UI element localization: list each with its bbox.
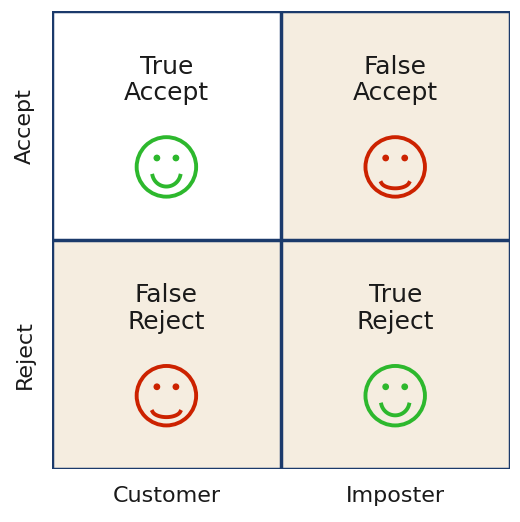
Text: False
Reject: False Reject (127, 283, 205, 334)
Text: Accept: Accept (15, 88, 34, 164)
Circle shape (173, 384, 178, 389)
Text: Reject: Reject (15, 320, 34, 389)
Circle shape (173, 156, 178, 161)
FancyBboxPatch shape (281, 11, 510, 240)
Text: False
Accept: False Accept (353, 54, 438, 105)
Circle shape (402, 384, 407, 389)
Circle shape (154, 384, 160, 389)
FancyBboxPatch shape (281, 240, 510, 469)
Circle shape (402, 156, 407, 161)
FancyBboxPatch shape (52, 11, 281, 240)
Text: True
Reject: True Reject (356, 283, 434, 334)
Circle shape (383, 156, 388, 161)
Circle shape (154, 156, 160, 161)
Circle shape (383, 384, 388, 389)
Text: True
Accept: True Accept (124, 54, 209, 105)
Text: Customer: Customer (112, 487, 220, 506)
FancyBboxPatch shape (52, 240, 281, 469)
Text: Imposter: Imposter (346, 487, 445, 506)
